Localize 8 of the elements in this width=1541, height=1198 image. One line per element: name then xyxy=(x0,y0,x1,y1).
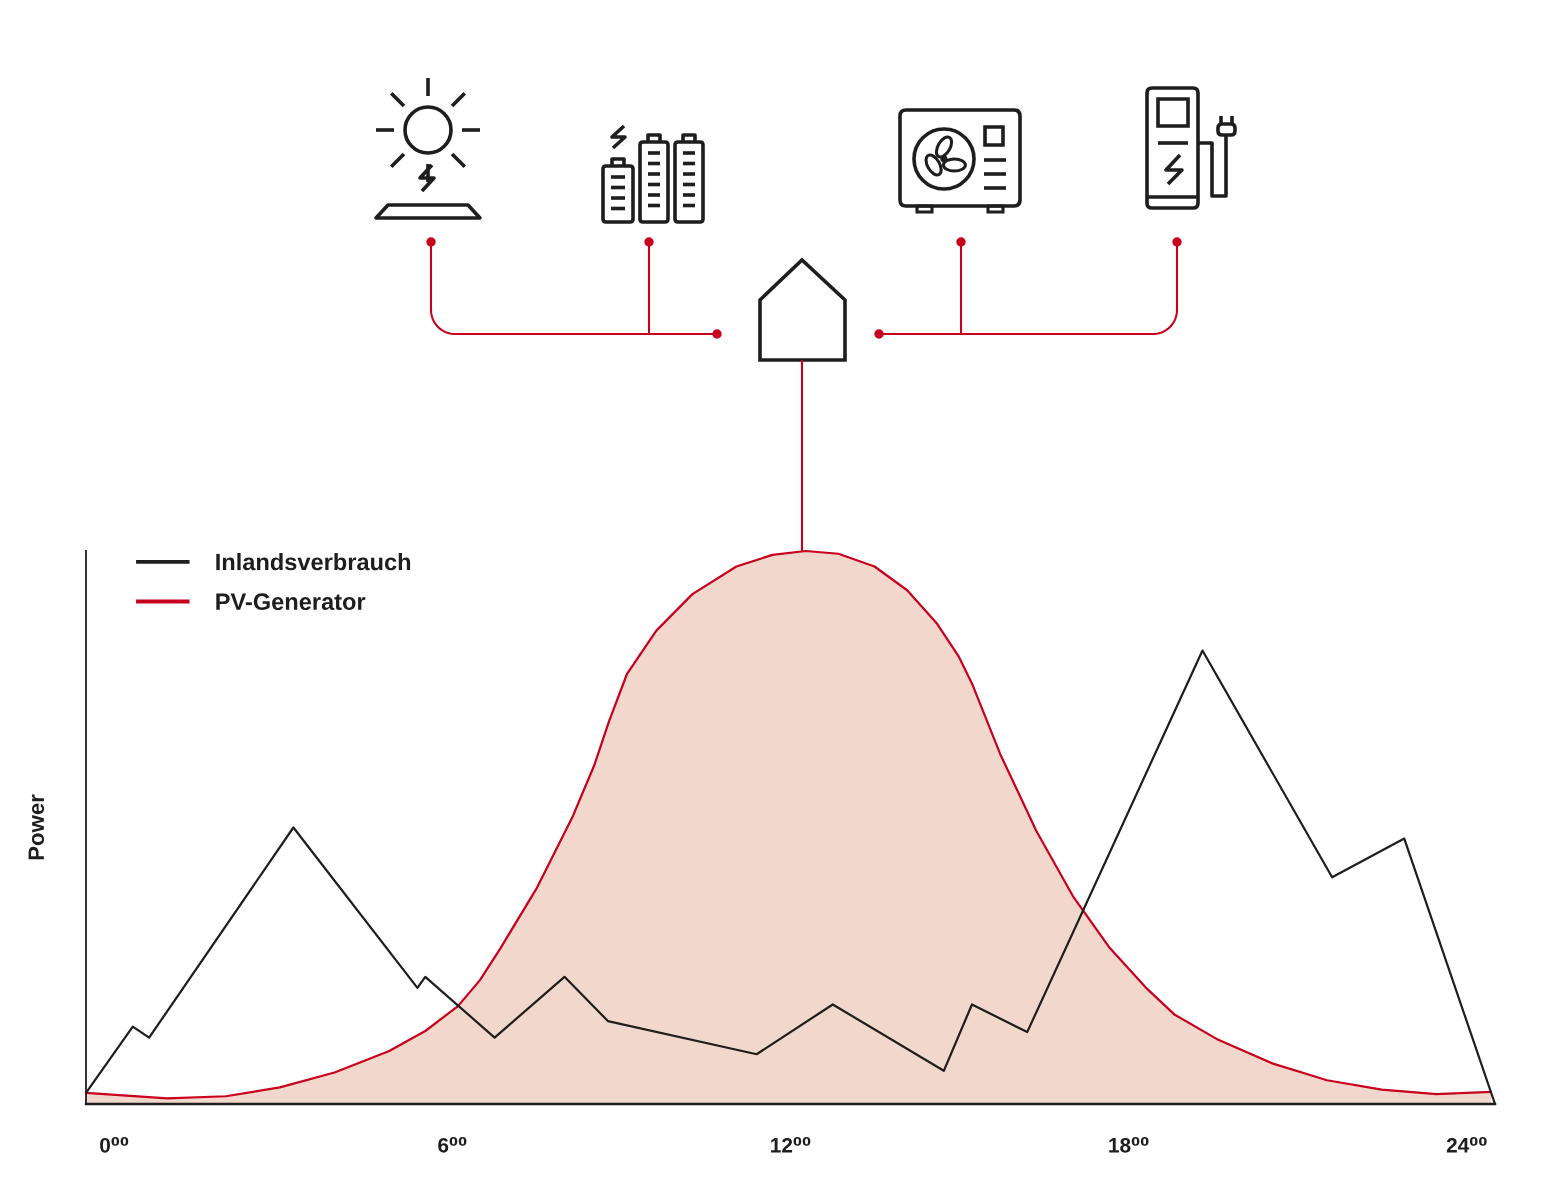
x-tick-label: 18⁰⁰ xyxy=(1109,1136,1149,1153)
x-tick-label: 0⁰⁰ xyxy=(100,1136,129,1153)
legend-label: PV-Generator xyxy=(216,593,366,611)
x-tick-label: 24⁰⁰ xyxy=(1446,1136,1487,1153)
x-tick-label: 6⁰⁰ xyxy=(438,1136,467,1153)
x-tick-label: 12⁰⁰ xyxy=(771,1136,811,1153)
y-axis-title: Power xyxy=(28,794,45,860)
legend-label: Inlandsverbrauch xyxy=(216,553,411,571)
